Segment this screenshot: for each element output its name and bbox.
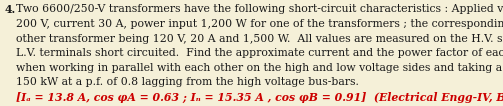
Text: 200 V, current 30 A, power input 1,200 W for one of the transformers ; the corre: 200 V, current 30 A, power input 1,200 W… — [16, 19, 503, 29]
Text: [Iₐ = 13.8 A, cos φA = 0.63 ; Iₙ = 15.35 A , cos φB = 0.91]  (Electrical Engg-IV: [Iₐ = 13.8 A, cos φA = 0.63 ; Iₙ = 15.35… — [16, 92, 503, 103]
Text: 4.: 4. — [5, 4, 16, 15]
Text: 150 kW at a p.f. of 0.8 lagging from the high voltage bus-bars.: 150 kW at a p.f. of 0.8 lagging from the… — [16, 77, 359, 87]
Text: Two 6600/250-V transformers have the following short-circuit characteristics : A: Two 6600/250-V transformers have the fol… — [16, 4, 503, 14]
Text: when working in parallel with each other on the high and low voltage sides and t: when working in parallel with each other… — [16, 63, 503, 73]
Text: other transformer being 120 V, 20 A and 1,500 W.  All values are measured on the: other transformer being 120 V, 20 A and … — [16, 34, 503, 44]
Text: L.V. terminals short circuited.  Find the approximate current and the power fact: L.V. terminals short circuited. Find the… — [16, 48, 503, 58]
